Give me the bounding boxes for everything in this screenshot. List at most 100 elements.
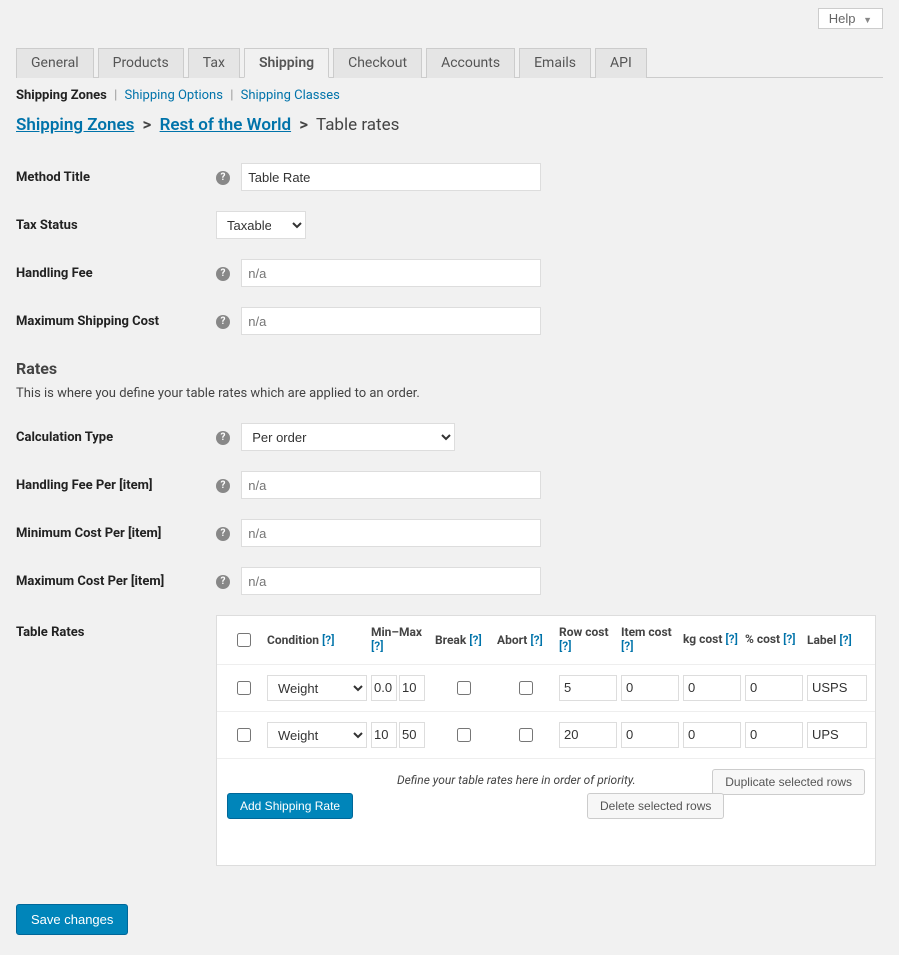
col-label: Label [807, 633, 836, 647]
break-checkbox[interactable] [457, 681, 471, 695]
max-shipping-cost-input[interactable] [241, 307, 541, 335]
sub-nav: Shipping Zones | Shipping Options | Ship… [16, 78, 883, 109]
help-link-icon[interactable]: [?] [725, 632, 737, 646]
select-all-checkbox[interactable] [237, 633, 251, 647]
col-minmax: Min–Max [371, 625, 422, 639]
col-item-cost: Item cost [621, 625, 672, 639]
help-link-icon[interactable]: [?] [839, 633, 851, 647]
nav-tab-tax[interactable]: Tax [188, 48, 240, 78]
chevron-down-icon: ▼ [863, 15, 872, 25]
footer-hint: Define your table rates here in order of… [397, 773, 636, 787]
save-changes-button[interactable]: Save changes [16, 904, 128, 935]
col-abort: Abort [497, 633, 527, 647]
help-icon[interactable]: ? [216, 431, 230, 445]
breadcrumb-separator: > [295, 115, 312, 135]
calc-type-select[interactable]: Per order [241, 423, 455, 451]
help-icon[interactable]: ? [216, 267, 230, 281]
breadcrumb: Shipping Zones > Rest of the World > Tab… [16, 109, 883, 153]
tax-status-label: Tax Status [16, 201, 216, 249]
row-cost-input[interactable] [559, 675, 617, 701]
max-cost-item-label: Maximum Cost Per [item] [16, 557, 216, 605]
method-title-input[interactable] [241, 163, 541, 191]
handling-fee-label: Handling Fee [16, 249, 216, 297]
max-input[interactable] [399, 722, 425, 748]
breadcrumb-tail: Table rates [316, 115, 399, 135]
handling-per-item-input[interactable] [241, 471, 541, 499]
max-shipping-cost-label: Maximum Shipping Cost [16, 297, 216, 345]
help-button[interactable]: Help ▼ [818, 8, 883, 29]
abort-checkbox[interactable] [519, 681, 533, 695]
min-input[interactable] [371, 675, 397, 701]
break-checkbox[interactable] [457, 728, 471, 742]
condition-select[interactable]: Weight [267, 722, 367, 748]
help-label: Help [829, 11, 856, 26]
table-rates-header: Condition [?] Min–Max[?] Break [?] Abort… [217, 616, 875, 665]
col-pct-cost: % cost [745, 632, 780, 646]
item-cost-input[interactable] [621, 722, 679, 748]
table-rate-row: Weight [217, 712, 875, 759]
add-shipping-rate-button[interactable]: Add Shipping Rate [227, 793, 353, 819]
nav-tab-accounts[interactable]: Accounts [426, 48, 515, 78]
method-title-label: Method Title [16, 153, 216, 201]
help-link-icon[interactable]: [?] [621, 639, 633, 653]
min-input[interactable] [371, 722, 397, 748]
help-icon[interactable]: ? [216, 575, 230, 589]
nav-tab-products[interactable]: Products [98, 48, 184, 78]
subnav-current: Shipping Zones [16, 88, 107, 103]
label-input[interactable] [807, 722, 867, 748]
pct-cost-input[interactable] [745, 722, 803, 748]
label-input[interactable] [807, 675, 867, 701]
nav-tab-general[interactable]: General [16, 48, 94, 78]
settings-form: Method Title ? Tax Status Taxable Handli… [16, 153, 883, 345]
condition-select[interactable]: Weight [267, 675, 367, 701]
max-cost-item-input[interactable] [241, 567, 541, 595]
help-link-icon[interactable]: [?] [469, 633, 481, 647]
min-cost-item-label: Minimum Cost Per [item] [16, 509, 216, 557]
nav-tab-api[interactable]: API [595, 48, 647, 78]
col-condition: Condition [267, 633, 319, 647]
duplicate-rows-button[interactable]: Duplicate selected rows [712, 769, 865, 795]
help-link-icon[interactable]: [?] [530, 633, 542, 647]
min-cost-item-input[interactable] [241, 519, 541, 547]
nav-tab-checkout[interactable]: Checkout [333, 48, 422, 78]
table-rate-row: Weight [217, 665, 875, 712]
help-link-icon[interactable]: [?] [559, 639, 571, 653]
help-link-icon[interactable]: [?] [371, 639, 383, 653]
help-icon[interactable]: ? [216, 171, 230, 185]
table-rates-box: Condition [?] Min–Max[?] Break [?] Abort… [216, 615, 876, 866]
help-icon[interactable]: ? [216, 315, 230, 329]
tax-status-select[interactable]: Taxable [216, 211, 306, 239]
help-link-icon[interactable]: [?] [322, 633, 334, 647]
rates-description: This is where you define your table rate… [16, 382, 883, 413]
col-kg-cost: kg cost [683, 632, 722, 646]
nav-tab-emails[interactable]: Emails [519, 48, 591, 78]
nav-tab-shipping[interactable]: Shipping [244, 48, 329, 78]
delete-rows-button[interactable]: Delete selected rows [587, 793, 724, 819]
pct-cost-input[interactable] [745, 675, 803, 701]
breadcrumb-world[interactable]: Rest of the World [160, 115, 291, 135]
handling-per-item-label: Handling Fee Per [item] [16, 461, 216, 509]
max-input[interactable] [399, 675, 425, 701]
row-cost-input[interactable] [559, 722, 617, 748]
kg-cost-input[interactable] [683, 722, 741, 748]
table-rates-footer: Duplicate selected rows Define your tabl… [217, 759, 875, 865]
nav-tabs: GeneralProductsTaxShippingCheckoutAccoun… [16, 29, 883, 78]
rates-settings-form: Calculation Type ? Per order Handling Fe… [16, 413, 883, 876]
col-break: Break [435, 633, 466, 647]
abort-checkbox[interactable] [519, 728, 533, 742]
help-link-icon[interactable]: [?] [783, 632, 795, 646]
breadcrumb-zones[interactable]: Shipping Zones [16, 115, 134, 135]
handling-fee-input[interactable] [241, 259, 541, 287]
item-cost-input[interactable] [621, 675, 679, 701]
subnav-separator: | [110, 88, 121, 103]
calc-type-label: Calculation Type [16, 413, 216, 461]
table-rates-label: Table Rates [16, 605, 216, 876]
help-icon[interactable]: ? [216, 479, 230, 493]
row-select-checkbox[interactable] [237, 681, 251, 695]
subnav-link-classes[interactable]: Shipping Classes [241, 88, 340, 103]
kg-cost-input[interactable] [683, 675, 741, 701]
col-row-cost: Row cost [559, 625, 609, 639]
row-select-checkbox[interactable] [237, 728, 251, 742]
help-icon[interactable]: ? [216, 527, 230, 541]
subnav-link-options[interactable]: Shipping Options [124, 88, 222, 103]
